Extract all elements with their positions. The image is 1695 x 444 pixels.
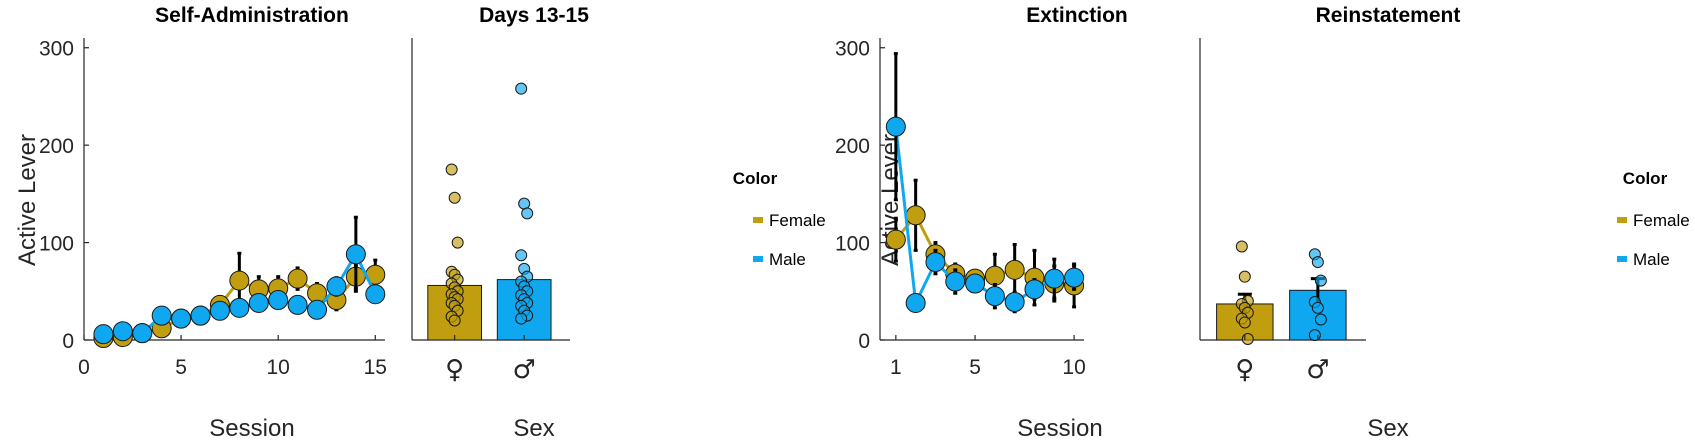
extinction-panel: Extinction Session Active Lever 01002003… — [835, 4, 1128, 442]
y-tick-label: 200 — [835, 135, 870, 158]
x-axis-label: Session — [209, 415, 294, 442]
panel-title: Reinstatement — [1316, 4, 1461, 27]
y-tick-label: 100 — [835, 233, 870, 256]
individual-point-female — [1238, 316, 1251, 329]
individual-point-male — [521, 207, 534, 220]
data-point-male — [112, 321, 133, 342]
legend-swatch-male — [1617, 256, 1627, 262]
x-tick-label: 0 — [78, 356, 90, 379]
data-point-male — [1044, 268, 1065, 289]
individual-point-female — [448, 314, 461, 327]
legend-entry-male: Male — [769, 250, 806, 269]
data-point-male — [365, 284, 386, 305]
x-tick-label: ♀ — [445, 355, 464, 385]
data-point-male — [885, 116, 906, 137]
y-tick-label: 100 — [39, 233, 74, 256]
legend-title: Color — [1623, 169, 1668, 188]
x-tick-label: 5 — [175, 356, 187, 379]
legend-swatch-female — [1617, 217, 1627, 223]
panel-title: Self-Administration — [155, 4, 349, 27]
data-point-male — [345, 244, 366, 265]
legend-entry-male: Male — [1633, 250, 1670, 269]
x-axis-label: Session — [1017, 415, 1102, 442]
y-tick-label: 300 — [39, 38, 74, 61]
individual-point-male — [1311, 301, 1324, 314]
legend-entry-female: Female — [769, 211, 826, 230]
y-axis-label: Active Lever — [14, 134, 41, 266]
data-point-female — [984, 265, 1005, 286]
x-tick-label: 5 — [969, 356, 981, 379]
data-point-male — [984, 286, 1005, 307]
data-point-male — [1004, 292, 1025, 313]
data-point-male — [307, 299, 328, 320]
legend-entry-female: Female — [1633, 211, 1690, 230]
y-tick-label: 0 — [62, 330, 74, 353]
panel-title: Days 13-15 — [479, 4, 589, 27]
x-tick-label: ♂ — [1306, 355, 1329, 385]
reinstatement-panel: Reinstatement Sex ♀ ♂ — [1199, 4, 1461, 442]
data-point-male — [905, 292, 926, 313]
x-axis-label: Sex — [513, 415, 554, 442]
x-tick-label: 15 — [364, 356, 387, 379]
individual-point-female — [451, 236, 464, 249]
data-point-male — [925, 252, 946, 273]
individual-point-male — [1314, 313, 1327, 326]
data-point-male — [171, 308, 192, 329]
individual-point-male — [515, 249, 528, 262]
individual-point-male — [515, 82, 528, 95]
x-tick-label: 10 — [267, 356, 290, 379]
legend-right: Color Female Male — [1617, 169, 1690, 269]
individual-point-female — [1241, 333, 1254, 346]
data-point-male — [268, 290, 289, 311]
panel-title: Extinction — [1026, 4, 1128, 27]
individual-point-female — [1235, 240, 1248, 253]
data-point-male — [965, 273, 986, 294]
y-tick-label: 0 — [858, 330, 870, 353]
data-point-male — [229, 297, 250, 318]
series-line-male — [894, 126, 1075, 309]
data-point-female — [229, 270, 250, 291]
individual-point-female — [445, 163, 458, 176]
x-axis-label: Sex — [1367, 415, 1408, 442]
data-point-male — [1024, 279, 1045, 300]
days-13-15-panel: Days 13-15 Sex ♀ ♂ — [411, 4, 589, 442]
data-point-male — [132, 323, 153, 344]
individual-point-female — [448, 191, 461, 204]
legend-left: Color Female Male — [733, 169, 826, 269]
data-point-male — [326, 276, 347, 297]
legend-title: Color — [733, 169, 778, 188]
data-point-male — [151, 305, 172, 326]
x-tick-label: 10 — [1062, 356, 1085, 379]
individual-point-male — [515, 312, 528, 325]
self-administration-panel: Self-Administration Session Active Lever… — [14, 4, 387, 442]
individual-point-male — [1311, 256, 1324, 269]
x-tick-label: 1 — [890, 356, 902, 379]
x-tick-label: ♀ — [1235, 355, 1254, 385]
data-point-male — [190, 305, 211, 326]
individual-point-male — [1308, 329, 1321, 342]
individual-point-male — [1314, 274, 1327, 287]
legend-swatch-male — [753, 256, 763, 262]
data-point-male — [945, 271, 966, 292]
data-point-female — [905, 205, 926, 226]
data-point-female — [1004, 259, 1025, 280]
y-tick-label: 200 — [39, 135, 74, 158]
data-point-male — [287, 294, 308, 315]
y-tick-label: 300 — [835, 38, 870, 61]
data-point-male — [1064, 267, 1085, 288]
x-tick-label: ♂ — [513, 355, 536, 385]
data-point-female — [287, 268, 308, 289]
data-point-male — [209, 300, 230, 321]
data-point-female — [885, 229, 906, 250]
legend-swatch-female — [753, 217, 763, 223]
data-point-male — [248, 292, 269, 313]
individual-point-female — [1238, 270, 1251, 283]
data-point-male — [93, 324, 114, 345]
